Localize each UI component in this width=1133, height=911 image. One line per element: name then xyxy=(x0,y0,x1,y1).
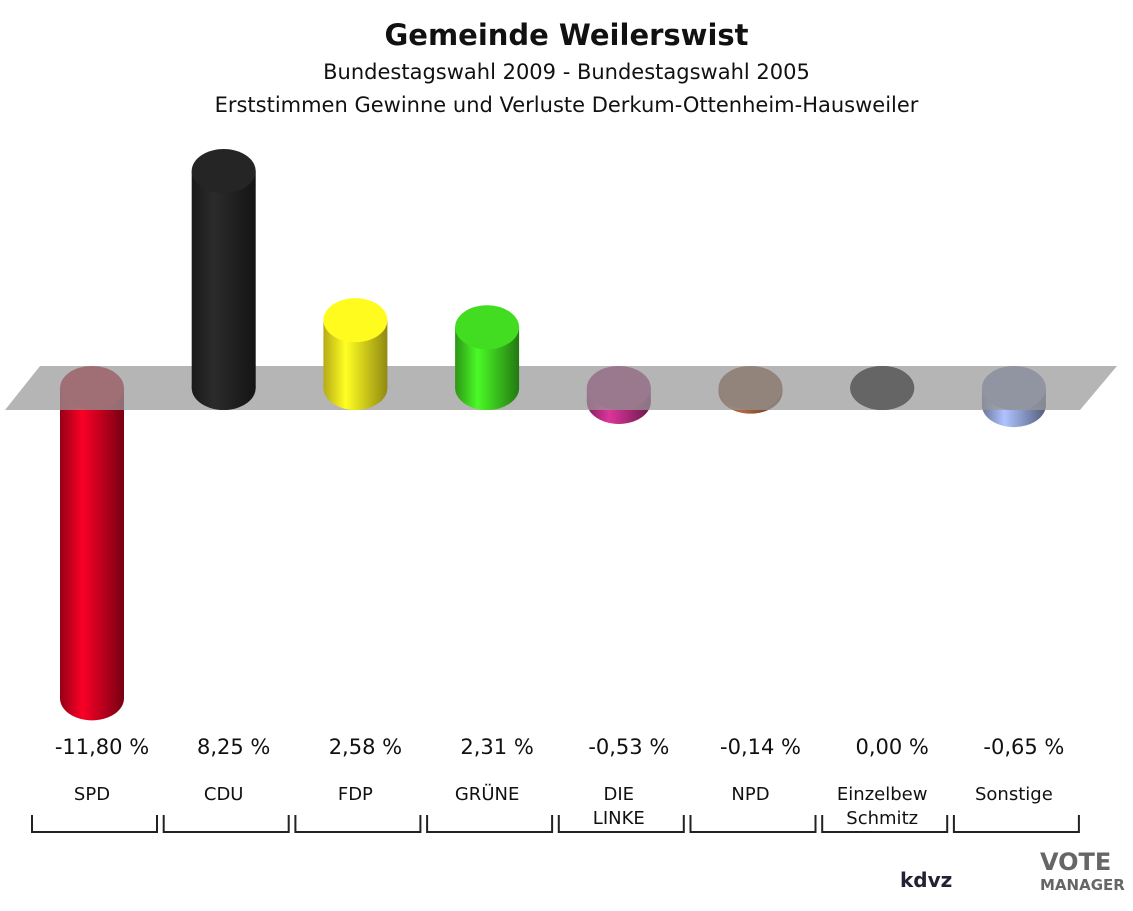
chart-title: Gemeinde Weilerswist xyxy=(384,18,749,52)
value-label: 0,00 % xyxy=(855,735,929,759)
category-bracket xyxy=(31,815,158,833)
value-label: -0,53 % xyxy=(588,735,670,759)
bar xyxy=(323,298,388,410)
category-bracket xyxy=(557,815,685,833)
bar-bottom xyxy=(455,366,520,410)
value-label: 2,31 % xyxy=(460,735,534,759)
x-tick-label: CDU xyxy=(203,784,244,805)
x-tick-label: FDP xyxy=(337,784,373,805)
bar-bottom xyxy=(191,366,256,410)
value-label: -11,80 % xyxy=(54,735,150,759)
category-bracket xyxy=(162,815,290,833)
category-bracket xyxy=(294,815,422,833)
value-label: 8,25 % xyxy=(196,735,271,759)
category-bracket xyxy=(821,815,949,833)
bar xyxy=(191,149,256,410)
value-label: 2,58 % xyxy=(328,735,403,759)
x-tick-label: GRÜNE xyxy=(454,784,520,805)
x-tick-label: DIE LINKE xyxy=(592,784,645,829)
category-bracket xyxy=(952,815,1080,833)
bar xyxy=(60,366,124,721)
bar-top xyxy=(323,298,388,343)
bar xyxy=(850,366,915,410)
x-tick-label: SPD xyxy=(73,784,111,805)
bar-top xyxy=(455,305,520,350)
chart-subtitle: Bundestagswahl 2009 - Bundestagswahl 200… xyxy=(323,60,810,84)
x-tick-label: Einzelbew Schmitz xyxy=(836,784,928,829)
bar-top xyxy=(191,149,256,194)
bar-top xyxy=(850,366,915,410)
x-tick-label: NPD xyxy=(731,784,770,805)
x-tick-label: Sonstige xyxy=(974,784,1053,805)
bar-bottom xyxy=(323,366,388,410)
category-bracket xyxy=(426,815,554,833)
manager-logo: MANAGER xyxy=(1040,876,1125,894)
value-label: -0,14 % xyxy=(720,735,801,759)
bar-body xyxy=(191,171,256,388)
baseline-plane xyxy=(5,366,1117,410)
bar xyxy=(455,305,520,410)
vote-logo: VOTE xyxy=(1040,848,1112,876)
chart-description: Erststimmen Gewinne und Verluste Derkum-… xyxy=(214,93,919,117)
value-label: -0,65 % xyxy=(983,735,1065,759)
category-bracket xyxy=(689,815,817,833)
bar-body xyxy=(60,388,124,699)
bar-bottom xyxy=(60,676,124,721)
kdvz-logo: kdvz xyxy=(900,868,953,892)
